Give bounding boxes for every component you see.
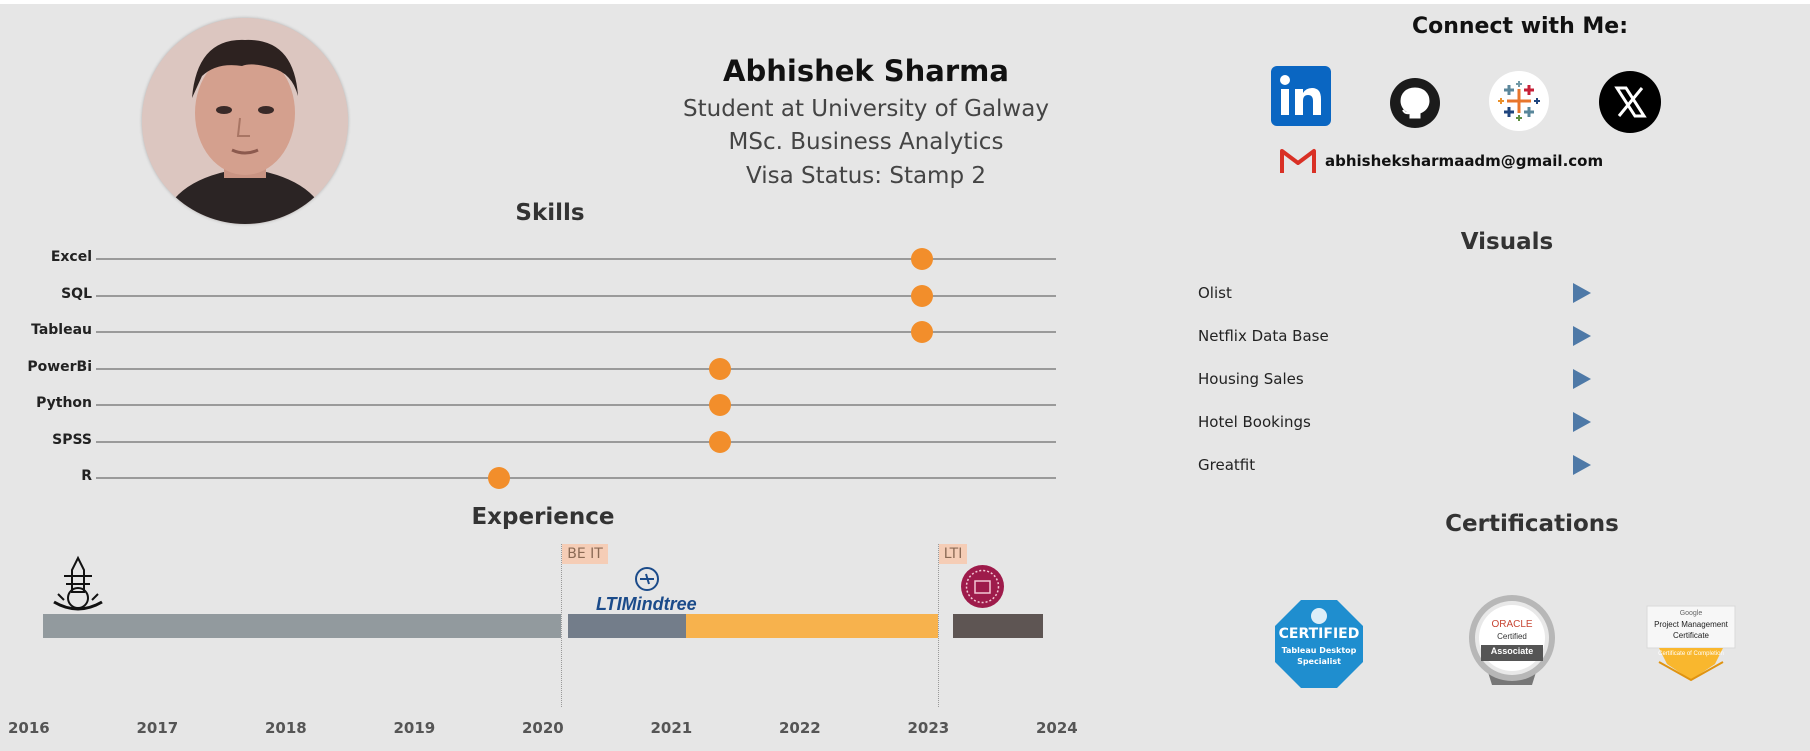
year-tick-label: 2022: [779, 719, 821, 737]
year-tick-label: 2019: [393, 719, 436, 737]
play-icon[interactable]: [1573, 326, 1591, 346]
skill-level-dot[interactable]: [910, 248, 933, 270]
visuals-list: Olist Netflix Data Base Housing Sales Hotel…: [0, 4, 1810, 504]
linkedin-icon[interactable]: [1271, 66, 1331, 126]
tableau-badge-line3: Specialist: [1297, 657, 1341, 666]
tableau-icon[interactable]: [1489, 71, 1549, 131]
university-emblem-icon: [50, 554, 106, 612]
skill-label: R: [81, 468, 92, 484]
oracle-badge-line3: Associate: [1490, 646, 1534, 656]
github-icon[interactable]: [1390, 78, 1440, 128]
google-badge-line4: Certificate of Completion: [1658, 651, 1724, 657]
profile-line-school: Student at University of Galway: [683, 96, 1049, 122]
profile-name: Abhishek Sharma: [723, 54, 1009, 88]
experience-segment[interactable]: [953, 614, 1044, 638]
visual-item-label[interactable]: Housing Sales: [1198, 370, 1304, 388]
visual-item-label[interactable]: Netflix Data Base: [1198, 327, 1329, 345]
visual-item-label[interactable]: Greatfit: [1198, 456, 1256, 474]
visual-item-label[interactable]: Olist: [1198, 284, 1232, 302]
email-link[interactable]: abhisheksharmaadm@gmail.com: [1325, 152, 1604, 170]
year-tick-label: 2018: [265, 719, 307, 737]
skill-level-dot[interactable]: [709, 394, 731, 416]
skill-level-dot[interactable]: [709, 430, 731, 453]
skill-label: Excel: [50, 249, 92, 265]
skill-label: Tableau: [31, 322, 92, 338]
experience-segment[interactable]: [567, 614, 686, 638]
profile-photo: [142, 18, 348, 224]
skill-level-dot[interactable]: [910, 284, 933, 307]
connect-title: Connect with Me:: [1411, 14, 1629, 39]
skill-track: [96, 331, 1056, 333]
google-badge-line2: Project Management: [1654, 620, 1728, 629]
google-certification-badge[interactable]: Google Project Management Certificate Ce…: [1645, 602, 1737, 686]
tableau-certification-badge[interactable]: CERTIFIED Tableau Desktop Specialist: [1273, 598, 1365, 690]
play-icon[interactable]: [1573, 412, 1591, 432]
year-tick-label: 2023: [907, 719, 950, 737]
visuals-title: Visuals: [1460, 229, 1554, 255]
year-tick-label: 2020: [522, 719, 564, 737]
skill-track: [96, 367, 1056, 370]
certifications-title: Certifications: [1445, 511, 1619, 537]
skill-label: PowerBi: [27, 358, 92, 375]
timeline-marker-tag: BE IT: [562, 544, 608, 564]
play-icon[interactable]: [1573, 455, 1591, 475]
year-tick-label: 2021: [650, 719, 693, 737]
experience-title: Experience: [471, 504, 615, 530]
skill-level-dot[interactable]: [709, 357, 731, 380]
skill-level-dot[interactable]: [910, 321, 933, 343]
timeline-marker-line: [561, 544, 563, 707]
timeline-marker-tag: LTI: [938, 544, 968, 564]
google-badge-brand: Google: [1679, 610, 1703, 617]
skills-title: Skills: [515, 200, 585, 226]
skill-track: [96, 477, 1056, 479]
oracle-badge-brand: ORACLE: [1491, 619, 1533, 630]
skill-label: SPSS: [52, 431, 92, 448]
galway-crest-icon: [961, 565, 1004, 608]
skill-track: [96, 294, 1056, 297]
dashboard-canvas: Abhishek Sharma Student at University of…: [0, 4, 1810, 751]
x-icon[interactable]: [1599, 71, 1661, 133]
year-tick-label: 2017: [136, 719, 179, 737]
year-tick-label: 2016: [8, 719, 50, 737]
avatar: [142, 18, 348, 224]
visual-item-label[interactable]: Hotel Bookings: [1198, 413, 1311, 431]
skill-label: Python: [36, 395, 92, 411]
skill-label: SQL: [61, 285, 92, 302]
ltimindtree-logo-text: LTIMindtree: [596, 594, 697, 614]
tableau-badge-title: CERTIFIED: [1278, 626, 1360, 642]
profile-line-visa: Visa Status: Stamp 2: [745, 163, 987, 189]
play-icon[interactable]: [1573, 283, 1591, 303]
year-tick-label: 2024: [1036, 719, 1078, 737]
skill-track: [96, 440, 1056, 443]
experience-segment[interactable]: [43, 614, 562, 638]
oracle-badge-line2: Certified: [1497, 632, 1527, 641]
skill-track: [96, 404, 1056, 406]
skill-track: [96, 258, 1056, 260]
ltimindtree-logo-icon: [634, 566, 660, 592]
skill-level-dot[interactable]: [488, 467, 511, 489]
play-icon[interactable]: [1573, 369, 1591, 389]
skills-chart: Excel SQL Tableau PowerBi Python SPSS R: [0, 4, 1100, 504]
google-badge-line3: Certificate: [1672, 631, 1709, 640]
oracle-certification-badge[interactable]: ORACLE Certified Associate: [1467, 593, 1557, 687]
gmail-icon[interactable]: [1279, 147, 1317, 175]
experience-timeline: BE IT LTI 2016 2017 2018 2019 2020 2021 2022 2023…: [0, 4, 1100, 751]
tableau-badge-line2: Tableau Desktop: [1281, 646, 1357, 655]
profile-line-program: MSc. Business Analytics: [728, 129, 1004, 155]
timeline-marker-line: [937, 544, 939, 707]
experience-segment[interactable]: [685, 614, 938, 638]
